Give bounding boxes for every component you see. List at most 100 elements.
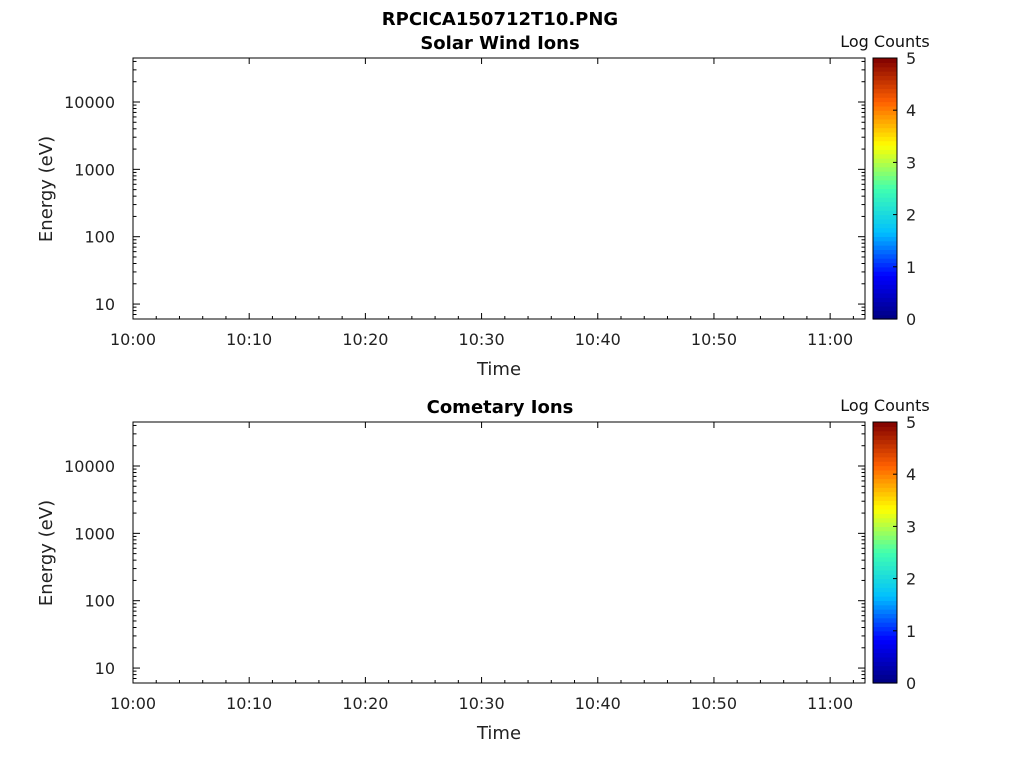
colorbar-segment (873, 569, 897, 575)
colorbar-segment (873, 561, 897, 567)
colorbar-segment (873, 539, 897, 545)
colorbar-segment (873, 205, 897, 211)
solar-wind-colorbar: 0 1 2 3 4 5 (872, 49, 916, 329)
x-tick-label: 10:00 (110, 330, 156, 349)
colorbar-segment (873, 210, 897, 216)
cometary-colorbar: 0 1 2 3 4 5 (872, 413, 916, 693)
colorbar-segment (873, 258, 897, 264)
y-tick-label: 100 (84, 592, 115, 611)
colorbar-tick-label: 5 (906, 49, 916, 68)
colorbar-segment (873, 232, 897, 237)
y-tick-label: 10 (95, 659, 115, 678)
colorbar-segment (873, 297, 897, 303)
colorbar-segment (873, 223, 897, 229)
colorbar-segment (873, 674, 897, 680)
colorbar-segment (873, 500, 897, 506)
colorbar-segment (873, 665, 897, 671)
colorbar-segment (873, 218, 897, 224)
colorbar-segment (873, 487, 897, 493)
colorbar-segment (873, 79, 897, 85)
colorbar-segment (873, 262, 897, 268)
colorbar-segment (873, 84, 897, 90)
x-tick-label: 10:40 (575, 694, 621, 713)
colorbar-segment (873, 452, 897, 458)
colorbar-segment (873, 279, 897, 285)
colorbar-segment (873, 461, 897, 467)
colorbar-segment (873, 149, 897, 155)
colorbar-segment (873, 661, 897, 667)
colorbar-segment (873, 435, 897, 440)
colorbar-segment (873, 245, 897, 250)
colorbar-segment (873, 443, 897, 449)
colorbar-segment (873, 192, 897, 198)
colorbar-segment (873, 227, 897, 233)
colorbar-segment (873, 88, 897, 94)
colorbar-segment (873, 504, 897, 510)
colorbar-segment (873, 118, 897, 124)
colorbar-segment (873, 474, 897, 480)
colorbar-segment (873, 310, 897, 316)
colorbar-segment (873, 145, 897, 150)
cometary-ylabel: Energy (eV) (36, 500, 57, 606)
colorbar-segment (873, 105, 897, 111)
x-tick-label: 11:00 (807, 694, 853, 713)
solar-wind-plot-frame (132, 57, 866, 320)
colorbar-segment (873, 153, 897, 159)
colorbar-tick-label: 1 (906, 622, 916, 641)
cometary-xlabel: Time (476, 723, 521, 744)
x-tick-label: 10:20 (342, 694, 388, 713)
colorbar-segment (873, 292, 897, 298)
colorbar-segment (873, 535, 897, 541)
colorbar-segment (873, 522, 897, 527)
colorbar-segment (873, 491, 897, 497)
colorbar-segment (873, 652, 897, 658)
colorbar-segment (873, 669, 897, 675)
y-tick-label: 10 (95, 295, 115, 314)
colorbar-segment (873, 236, 897, 242)
colorbar-segment (873, 630, 897, 636)
colorbar-segment (873, 131, 897, 137)
colorbar-segment (873, 275, 897, 281)
cometary-axes: 10:00 10:10 10:20 10:30 10:40 10:50 11:00 10 100… (64, 422, 865, 713)
colorbar-segment (873, 478, 897, 484)
solar-wind-ylabel: Energy (eV) (36, 136, 57, 242)
colorbar-tick-label: 2 (906, 206, 916, 225)
colorbar-segment (873, 622, 897, 628)
colorbar-tick-label: 4 (906, 101, 916, 120)
x-tick-label: 10:30 (459, 694, 505, 713)
colorbar-segment (873, 648, 897, 654)
x-tick-label: 10:10 (226, 694, 272, 713)
cometary-colorbar-label: Log Counts (840, 396, 930, 415)
colorbar-segment (873, 266, 897, 272)
colorbar-segment (873, 301, 897, 307)
colorbar-tick-label: 1 (906, 258, 916, 277)
colorbar-tick-label: 3 (906, 153, 916, 172)
colorbar-frame (872, 421, 898, 684)
colorbar-segment (873, 582, 897, 588)
colorbar-segment (873, 166, 897, 172)
colorbar-segment (873, 678, 897, 684)
colorbar-segment (873, 552, 897, 558)
colorbar-segment (873, 639, 897, 645)
solar-wind-colorbar-label: Log Counts (840, 32, 930, 51)
solar-wind-xlabel: Time (476, 359, 521, 380)
colorbar-segment (873, 465, 897, 471)
colorbar-segment (873, 75, 897, 81)
colorbar-segment (873, 530, 897, 536)
colorbar-segment (873, 526, 897, 532)
colorbar-segment (873, 136, 897, 142)
figure-title: RPCICA150712T10.PNG (382, 9, 618, 30)
x-tick-label: 10:10 (226, 330, 272, 349)
colorbar-segment (873, 643, 897, 649)
colorbar-segment (873, 426, 897, 432)
colorbar-segment (873, 140, 897, 146)
colorbar-segment (873, 656, 897, 662)
colorbar-segment (873, 626, 897, 632)
colorbar-segment (873, 201, 897, 207)
colorbar-segment (873, 439, 897, 445)
colorbar-segment (873, 71, 897, 76)
colorbar-segment (873, 430, 897, 436)
colorbar-segment (873, 162, 897, 168)
colorbar-tick-label: 2 (906, 570, 916, 589)
